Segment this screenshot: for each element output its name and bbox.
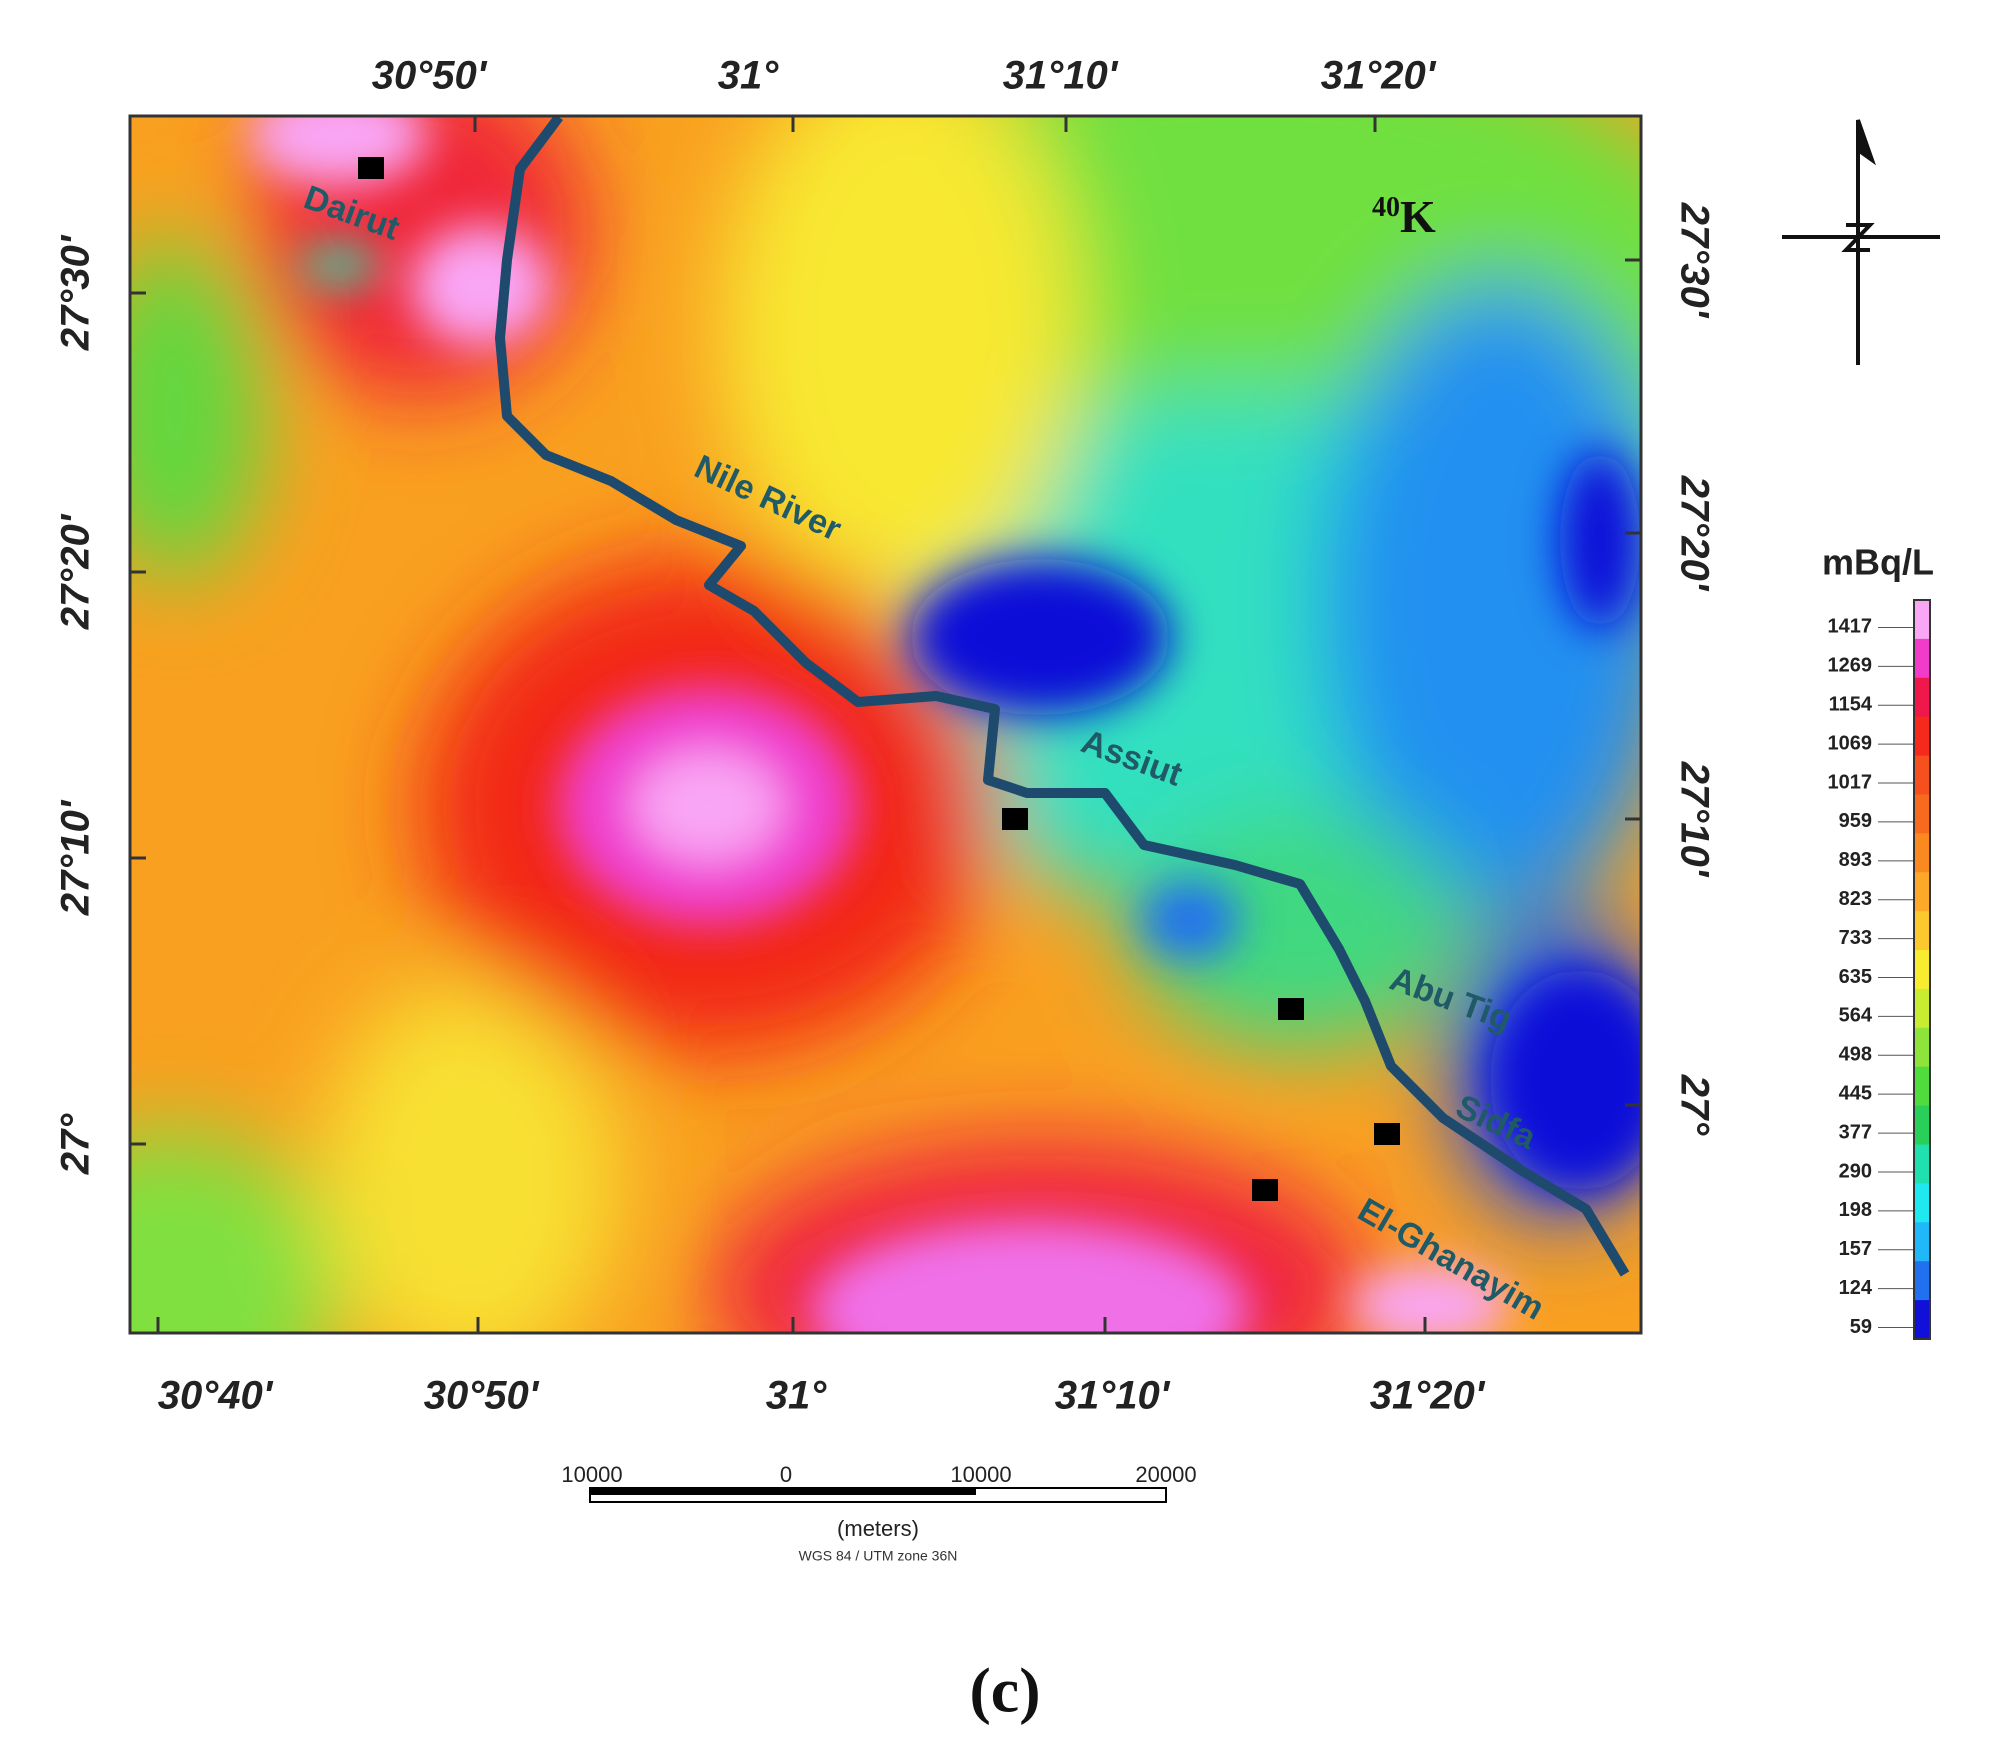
bottom-tick-label: 31° [766, 1374, 827, 1418]
legend-label: 124 [1839, 1277, 1873, 1299]
bottom-tick-label: 30°50' [424, 1374, 540, 1418]
legend-label: 959 [1839, 810, 1872, 832]
left-tick-label: 27°10' [54, 799, 98, 916]
top-tick-label: 30°50' [372, 54, 488, 98]
projection: WGS 84 / UTM zone 36N [799, 1548, 958, 1564]
town [358, 157, 384, 179]
town [1002, 808, 1028, 830]
town [1252, 1179, 1278, 1201]
legend-swatch [1914, 755, 1930, 795]
legend-swatch [1914, 1144, 1930, 1184]
legend-swatch [1914, 716, 1930, 757]
right-tick-label: 27°10' [1672, 761, 1716, 878]
scale-label: 10000 [561, 1462, 622, 1487]
legend-label: 564 [1839, 1005, 1873, 1027]
legend-unit: mBq/L [1822, 542, 1934, 583]
legend-swatch [1914, 677, 1930, 718]
right-tick-label: 27°30' [1672, 202, 1716, 319]
bottom-tick-label: 31°10' [1055, 1374, 1171, 1418]
legend-label: 498 [1839, 1044, 1872, 1066]
element-mass: 40 [1372, 192, 1400, 223]
legend-label: 893 [1839, 849, 1872, 871]
scale-bar-segment [786, 1488, 976, 1495]
legend-label: 1069 [1828, 732, 1873, 754]
legend-label: 377 [1839, 1121, 1872, 1143]
bottom-tick-label: 31°20' [1370, 1374, 1486, 1418]
element-symbol: K [1400, 191, 1436, 242]
north-arrow [1782, 119, 1940, 365]
legend-label: 157 [1839, 1238, 1872, 1260]
legend-label: 1417 [1828, 616, 1873, 638]
legend-swatch [1914, 1066, 1930, 1107]
legend-label: 198 [1839, 1199, 1872, 1221]
legend-swatch [1914, 600, 1930, 640]
element-label: 40K [1372, 191, 1436, 242]
left-tick-label: 27°20' [54, 513, 98, 630]
legend-label: 733 [1839, 927, 1872, 949]
left-tick-label: 27° [54, 1113, 98, 1175]
legend-swatch [1914, 1105, 1930, 1146]
town [1278, 998, 1304, 1020]
top-tick-label: 31°20' [1321, 54, 1437, 98]
legend-swatch [1914, 794, 1930, 834]
legend-label: 1017 [1828, 771, 1873, 793]
legend-label: 1269 [1828, 655, 1873, 677]
top-tick-label: 31°10' [1003, 54, 1119, 98]
heatmap [130, 116, 1641, 1333]
towns [358, 157, 1400, 1201]
legend-bar-frame [1913, 599, 1931, 1340]
legend-label: 445 [1839, 1082, 1872, 1104]
legend-swatch [1914, 1222, 1930, 1262]
left-tick-label: 27°30' [54, 234, 98, 351]
legend-swatch [1914, 1261, 1930, 1301]
legend-swatch [1914, 833, 1930, 873]
scale-unit: (meters) [837, 1516, 919, 1541]
legend-swatch [1914, 1183, 1930, 1223]
legend-swatch [1914, 872, 1930, 912]
top-tick-label: 31° [718, 54, 779, 98]
legend-swatch [1914, 950, 1930, 990]
scale-label: 20000 [1135, 1462, 1196, 1487]
legend-label: 59 [1850, 1316, 1872, 1338]
map-frame [128, 114, 1643, 1335]
legend-swatch [1914, 1027, 1930, 1068]
legend-swatch [1914, 1300, 1930, 1340]
town [1374, 1123, 1400, 1145]
legend-label: 1154 [1829, 694, 1873, 716]
scale-label: 10000 [950, 1462, 1011, 1487]
legend-swatch [1914, 638, 1930, 679]
scale-bar-segment [590, 1488, 786, 1495]
scale-label: 0 [780, 1462, 792, 1487]
bottom-tick-label: 30°40' [158, 1374, 274, 1418]
legend-swatch [1914, 988, 1930, 1029]
legend-label: 823 [1839, 888, 1872, 910]
legend-label: 290 [1839, 1160, 1872, 1182]
right-tick-label: 27°20' [1672, 475, 1716, 592]
nile-river [495, 116, 1630, 1277]
legend-swatch [1914, 911, 1930, 951]
legend-label: 635 [1839, 966, 1872, 988]
caption: (c) [969, 1655, 1040, 1726]
right-tick-label: 27° [1672, 1074, 1716, 1136]
